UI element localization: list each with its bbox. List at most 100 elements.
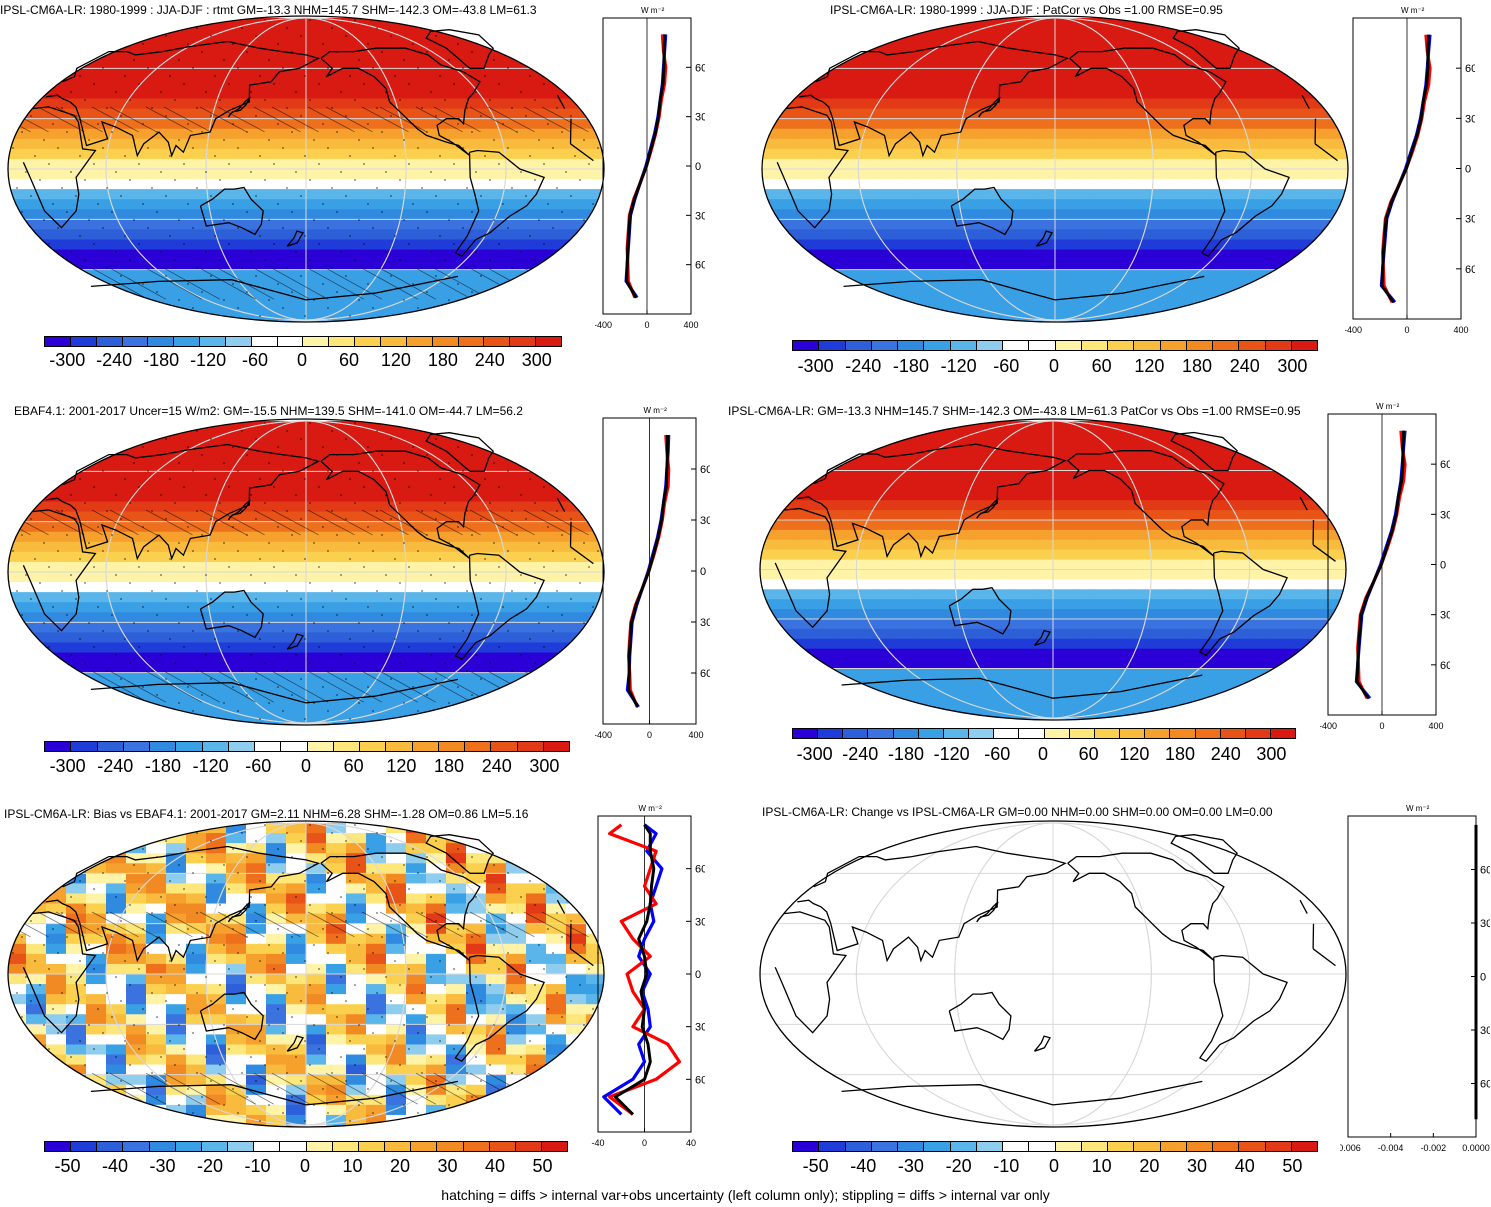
profile-ytick-label: 30S — [1480, 1025, 1490, 1037]
profile-unit: W m⁻² — [1401, 6, 1425, 15]
profile-xtick-label: 400 — [688, 730, 703, 740]
colorbar-labels: -50 -40 -30 -20 -10 0 10 20 30 40 50 — [792, 1156, 1316, 1178]
colorbar-swatch — [950, 1142, 977, 1151]
colorbar-swatch — [843, 729, 869, 738]
profile-series-line — [1380, 34, 1431, 304]
profile-ytick-label: 60S — [1440, 660, 1450, 672]
profile-ytick-label: 0 — [695, 969, 701, 981]
profile-ytick-label: 60S — [695, 1074, 705, 1086]
world-map — [7, 418, 605, 726]
profile-ytick-label: 60S — [700, 668, 710, 680]
colorbar-tick-label: -300 — [49, 756, 86, 776]
colorbar-swatch — [70, 337, 97, 346]
profile-ytick-label: 60S — [1465, 264, 1475, 276]
colorbar-tick-label: -240 — [96, 350, 133, 370]
colorbar-swatch — [1239, 1142, 1266, 1151]
colorbar-swatch — [1108, 1142, 1135, 1151]
panel-model-vs-obs: IPSL-CM6A-LR: GM=-13.3 NHM=145.7 SHM=-14… — [728, 400, 1490, 800]
colorbar-tick-label: -30 — [149, 1156, 176, 1176]
colorbar-swatch — [306, 1142, 333, 1151]
colorbar-tick-label: -10 — [993, 1156, 1020, 1176]
colorbar-tick-label: -240 — [97, 756, 134, 776]
colorbar-swatch — [871, 1142, 898, 1151]
zonal-mean-profile: W m⁻² 60N 30N 0 30S 60S -400 0 400 — [1320, 402, 1450, 731]
colorbar-tick-label: 10 — [1091, 1156, 1112, 1176]
colorbar-swatch — [149, 1142, 176, 1151]
colorbar-swatch — [515, 1142, 542, 1151]
colorbar-swatch — [1270, 729, 1296, 738]
colorbar-swatch — [845, 1142, 872, 1151]
colorbar-tick-label: 120 — [386, 756, 417, 776]
colorbar-tick-label: 50 — [532, 1156, 553, 1176]
coastlines — [774, 834, 1336, 1106]
profile-xtick-label: 0.0000 — [1462, 1143, 1490, 1153]
profile-series-line — [627, 435, 669, 708]
colorbar-swatch — [1239, 341, 1266, 350]
colorbar — [792, 1141, 1318, 1152]
colorbar-tick-label: -40 — [850, 1156, 877, 1176]
panel-change: IPSL-CM6A-LR: Change vs IPSL-CM6A-LR GM=… — [750, 800, 1490, 1200]
profile-xtick-label: -0.002 — [1421, 1143, 1447, 1153]
profile-ytick-label: 30S — [1465, 214, 1475, 226]
profile-ytick-label: 60S — [695, 260, 705, 272]
world-map — [7, 15, 605, 323]
colorbar-tick-label: -60 — [245, 756, 272, 776]
panel-title: IPSL-CM6A-LR: 1980-1999 : JJA-DJF : PatC… — [830, 3, 1223, 17]
colorbar-swatch — [355, 337, 381, 346]
profile-xtick-label: -400 — [1345, 325, 1362, 335]
colorbar-swatch — [281, 742, 308, 751]
colorbar-swatch — [175, 1142, 202, 1151]
colorbar — [792, 340, 1318, 351]
colorbar-swatch — [543, 742, 569, 751]
colorbar-swatch — [1094, 729, 1121, 738]
colorbar-swatch — [1213, 1142, 1240, 1151]
colorbar-swatch — [437, 1142, 464, 1151]
colorbar-tick-label: 300 — [1277, 356, 1308, 376]
profile-ytick-label: 30N — [1465, 113, 1475, 125]
colorbar-tick-label: 40 — [484, 1156, 506, 1176]
colorbar-tick-label: -60 — [984, 744, 1011, 764]
colorbar — [44, 741, 570, 752]
colorbar-tick-label: 120 — [1119, 744, 1150, 764]
colorbar-tick-label: 180 — [1182, 356, 1213, 376]
colorbar-swatch — [818, 729, 844, 738]
colorbar-tick-label: -300 — [797, 356, 834, 376]
colorbar-tick-label: 60 — [338, 350, 359, 370]
colorbar-tick-label: 30 — [437, 1156, 458, 1176]
colorbar-swatch — [1019, 729, 1045, 738]
figure-caption: hatching = diffs > internal var+obs unce… — [441, 1187, 1050, 1203]
profile-ytick-label: 60N — [1465, 63, 1475, 75]
colorbar-swatch — [536, 337, 561, 346]
colorbar-swatch — [1134, 341, 1161, 350]
colorbar-swatch — [943, 729, 970, 738]
colorbar-tick-label: 0 — [1048, 1156, 1060, 1176]
profile-ytick-label: 0 — [1465, 164, 1471, 176]
colorbar-tick-label: 50 — [1282, 1156, 1303, 1176]
colorbar-tick-label: 180 — [1165, 744, 1196, 764]
colorbar-swatch — [71, 1142, 98, 1151]
profile-ytick-label: 30S — [1440, 610, 1450, 622]
profile-ytick-label: 30N — [700, 515, 710, 527]
colorbar-swatch — [1029, 341, 1056, 350]
colorbar-swatch — [793, 341, 820, 350]
colorbar-tick-label: -30 — [897, 1156, 924, 1176]
profile-ytick-label: 30S — [700, 617, 710, 629]
colorbar-tick-label: -20 — [945, 1156, 972, 1176]
world-map — [7, 820, 605, 1128]
colorbar-swatch — [277, 337, 304, 346]
colorbar-swatch — [1044, 729, 1070, 738]
panel-ebaf-obs: EBAF4.1: 2001-2017 Uncer=15 W/m2: GM=-15… — [0, 400, 740, 800]
colorbar-tick-label: -40 — [101, 1156, 128, 1176]
colorbar-swatch — [1029, 1142, 1056, 1151]
colorbar-labels: -300 -240 -180 -120 -60 0 60 120 180 240 300 — [792, 356, 1316, 378]
profile-ytick-label: 60N — [700, 464, 710, 476]
colorbar-swatch — [329, 337, 356, 346]
colorbar-swatch — [465, 742, 492, 751]
colorbar-tick-label: 10 — [342, 1156, 363, 1176]
colorbar-swatch — [432, 337, 459, 346]
panel-rtmt-model: IPSL-CM6A-LR: 1980-1999 : JJA-DJF : rtmt… — [0, 0, 740, 400]
profile-ytick-label: 30N — [1440, 509, 1450, 521]
colorbar-swatch — [924, 341, 951, 350]
profile-unit: W m⁻² — [641, 6, 665, 15]
panel-bias: IPSL-CM6A-LR: Bias vs EBAF4.1: 2001-2017… — [0, 800, 740, 1200]
